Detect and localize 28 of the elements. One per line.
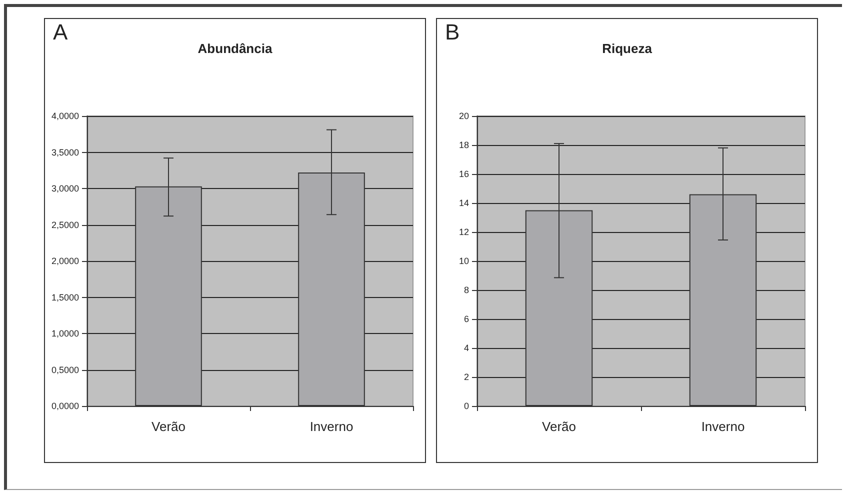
y-tick-label: 16 xyxy=(458,169,469,179)
x-tick-label: Inverno xyxy=(701,419,745,434)
y-tick-label: 10 xyxy=(458,256,469,266)
y-tick-label: 12 xyxy=(458,227,469,237)
text: A xyxy=(53,20,68,44)
y-tick-label: 2 xyxy=(464,372,469,382)
chart-title: Riqueza xyxy=(602,41,653,56)
y-tick-label: 3,5000 xyxy=(51,147,79,158)
x-tick-label: Verão xyxy=(152,419,186,434)
y-tick-label: 6 xyxy=(464,314,469,324)
x-tick-label: Inverno xyxy=(310,419,354,434)
y-tick-label: 8 xyxy=(464,285,469,295)
y-tick-label: 14 xyxy=(458,198,469,208)
y-tick-label: 1,5000 xyxy=(51,292,79,302)
y-tick-label: 4 xyxy=(464,343,469,353)
x-tick-label: Verão xyxy=(542,419,576,434)
y-tick-label: 1,0000 xyxy=(51,328,79,338)
y-tick-label: 20 xyxy=(458,111,469,121)
y-tick-label: 4,0000 xyxy=(51,111,79,121)
y-tick-label: 0,0000 xyxy=(51,401,79,411)
text: B xyxy=(445,20,460,44)
y-tick-label: 2,5000 xyxy=(51,220,79,230)
chart-title: Abundância xyxy=(198,41,273,56)
y-tick-label: 18 xyxy=(458,140,469,150)
y-tick-label: 0 xyxy=(464,401,469,411)
y-tick-label: 3,0000 xyxy=(51,184,79,194)
y-tick-label: 2,0000 xyxy=(51,256,79,266)
y-tick-label: 0,5000 xyxy=(51,364,79,375)
